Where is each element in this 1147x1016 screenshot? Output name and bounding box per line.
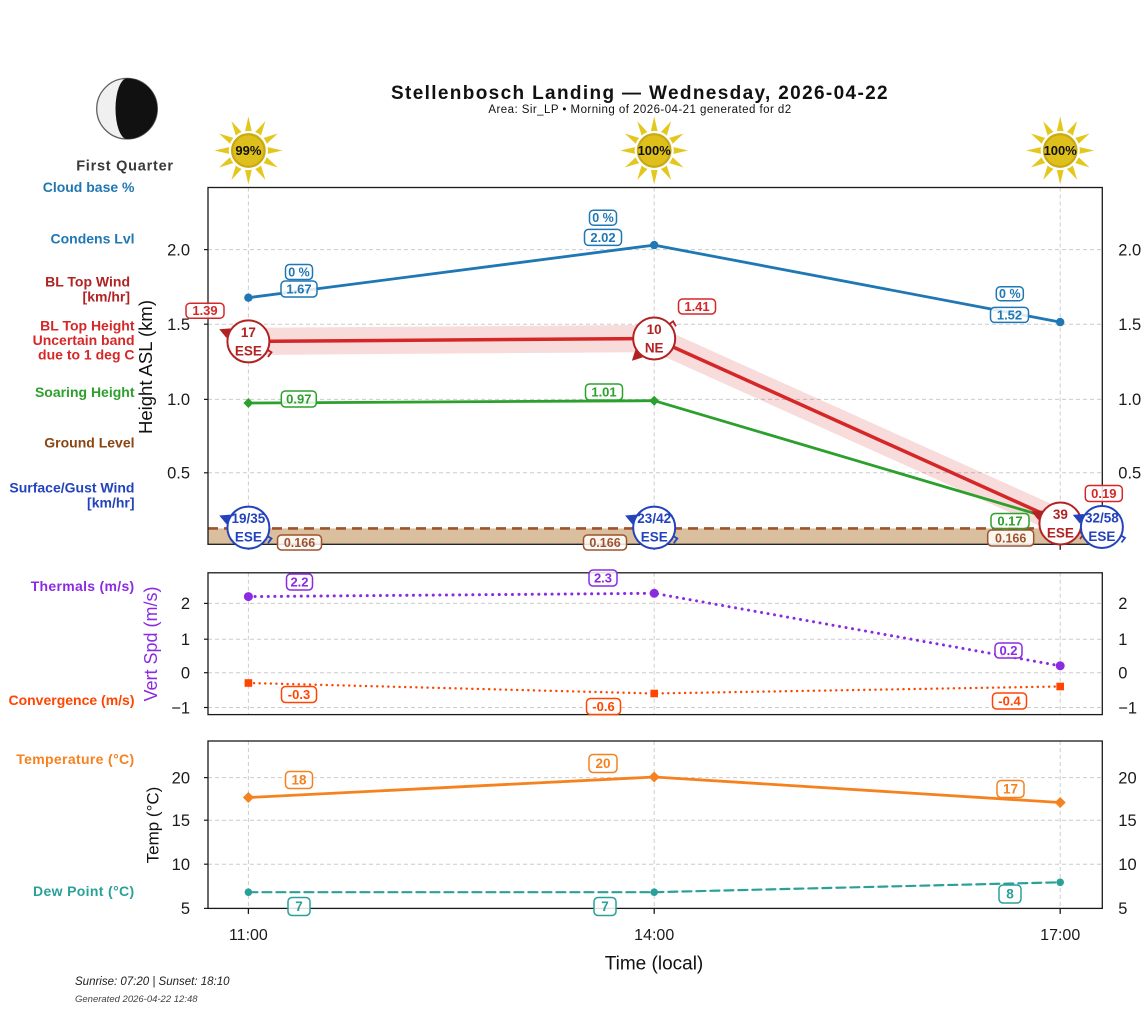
svg-text:20: 20 (172, 769, 190, 787)
svg-text:Ground Level: Ground Level (44, 435, 134, 451)
svg-text:14:00: 14:00 (634, 927, 674, 944)
svg-text:17: 17 (1003, 782, 1018, 797)
svg-text:10: 10 (172, 856, 190, 874)
svg-text:BL Top Wind: BL Top Wind (45, 274, 130, 290)
svg-text:8: 8 (1006, 887, 1014, 902)
svg-text:39: 39 (1053, 507, 1068, 522)
svg-text:7: 7 (295, 899, 303, 914)
svg-text:Condens Lvl: Condens Lvl (50, 231, 134, 247)
svg-text:Height ASL (km): Height ASL (km) (135, 300, 156, 434)
svg-text:ESE: ESE (235, 343, 262, 358)
svg-text:Vert Spd (m/s): Vert Spd (m/s) (141, 586, 161, 701)
svg-text:0 %: 0 % (592, 211, 614, 225)
svg-text:BL Top Height: BL Top Height (40, 318, 135, 334)
svg-text:Thermals (m/s): Thermals (m/s) (31, 578, 135, 594)
svg-text:15: 15 (172, 812, 190, 830)
svg-text:1.39: 1.39 (192, 303, 217, 318)
svg-text:5: 5 (1118, 900, 1127, 918)
svg-text:ESE: ESE (235, 530, 262, 545)
svg-text:Uncertain band: Uncertain band (33, 332, 135, 348)
svg-text:32/58: 32/58 (1085, 511, 1119, 526)
svg-text:99%: 99% (235, 143, 261, 158)
svg-text:Time (local): Time (local) (605, 954, 704, 975)
svg-text:1.52: 1.52 (997, 307, 1022, 322)
svg-text:Surface/Gust Wind: Surface/Gust Wind (9, 480, 134, 496)
svg-text:ESE: ESE (1088, 529, 1115, 544)
svg-text:15: 15 (1118, 812, 1136, 830)
svg-text:ESE: ESE (1047, 526, 1074, 541)
svg-text:20: 20 (595, 756, 610, 771)
svg-text:ESE: ESE (641, 530, 668, 545)
svg-text:2.02: 2.02 (590, 230, 615, 245)
svg-text:5: 5 (181, 900, 190, 918)
svg-text:due to 1 deg C: due to 1 deg C (38, 347, 134, 363)
svg-text:0.166: 0.166 (284, 536, 315, 550)
svg-text:2.3: 2.3 (594, 571, 612, 586)
svg-text:NE: NE (645, 341, 664, 356)
svg-text:17:00: 17:00 (1040, 927, 1080, 944)
svg-text:10: 10 (1118, 856, 1136, 874)
svg-text:Temp (°C): Temp (°C) (144, 787, 163, 864)
svg-text:7: 7 (601, 899, 609, 914)
svg-text:−1: −1 (171, 699, 190, 717)
svg-text:0.2: 0.2 (999, 643, 1017, 658)
svg-text:1.0: 1.0 (1118, 391, 1141, 409)
svg-text:1.5: 1.5 (1118, 316, 1141, 334)
svg-text:0 %: 0 % (999, 287, 1021, 301)
svg-text:100%: 100% (1044, 143, 1078, 158)
svg-text:Sunrise: 07:20 | Sunset: 18:10: Sunrise: 07:20 | Sunset: 18:10 (75, 976, 230, 988)
svg-text:0.17: 0.17 (997, 514, 1022, 529)
svg-text:2.2: 2.2 (290, 575, 308, 590)
svg-text:2: 2 (1118, 595, 1127, 613)
svg-text:-0.4: -0.4 (998, 694, 1021, 709)
svg-text:0.97: 0.97 (286, 392, 311, 407)
svg-text:0.19: 0.19 (1091, 486, 1116, 501)
svg-text:1.67: 1.67 (286, 282, 311, 297)
svg-text:0.5: 0.5 (1118, 465, 1141, 483)
svg-text:2: 2 (181, 595, 190, 613)
svg-text:0 %: 0 % (288, 265, 310, 279)
svg-text:-0.6: -0.6 (592, 699, 614, 714)
svg-text:19/35: 19/35 (232, 511, 266, 526)
svg-text:1.01: 1.01 (591, 385, 616, 400)
svg-text:1: 1 (181, 631, 190, 649)
svg-text:20: 20 (1118, 769, 1136, 787)
svg-text:Dew Point (°C): Dew Point (°C) (33, 883, 135, 899)
svg-text:Area: Sir_LP • Morning of 2026: Area: Sir_LP • Morning of 2026-04-21 gen… (488, 104, 791, 116)
svg-text:1: 1 (1118, 631, 1127, 649)
svg-text:-0.3: -0.3 (288, 687, 310, 702)
svg-text:18: 18 (291, 773, 307, 788)
svg-text:First Quarter: First Quarter (76, 159, 174, 175)
svg-text:0: 0 (1118, 665, 1127, 683)
svg-text:23/42: 23/42 (637, 511, 671, 526)
svg-text:Stellenbosch Landing — Wednesd: Stellenbosch Landing — Wednesday, 2026-0… (391, 83, 889, 104)
svg-text:Soaring Height: Soaring Height (35, 384, 135, 400)
svg-text:Generated 2026-04-22 12:48: Generated 2026-04-22 12:48 (75, 994, 198, 1005)
svg-text:[km/hr]: [km/hr] (83, 289, 130, 305)
svg-text:−1: −1 (1118, 699, 1137, 717)
svg-text:Cloud base %: Cloud base % (43, 179, 135, 195)
svg-text:[km/hr]: [km/hr] (87, 495, 134, 511)
svg-text:1.41: 1.41 (684, 299, 709, 314)
svg-text:0.166: 0.166 (995, 531, 1026, 545)
svg-text:100%: 100% (638, 143, 672, 158)
svg-text:Convergence (m/s): Convergence (m/s) (8, 692, 134, 708)
svg-text:10: 10 (647, 322, 662, 337)
svg-text:0: 0 (181, 665, 190, 683)
svg-text:0.5: 0.5 (167, 465, 190, 483)
svg-text:2.0: 2.0 (1118, 241, 1141, 259)
svg-text:Temperature (°C): Temperature (°C) (16, 751, 134, 767)
svg-text:0.166: 0.166 (589, 536, 620, 550)
svg-text:17: 17 (241, 325, 256, 340)
svg-text:11:00: 11:00 (229, 927, 268, 944)
svg-text:2.0: 2.0 (167, 241, 190, 259)
svg-text:1.5: 1.5 (167, 316, 190, 334)
svg-text:1.0: 1.0 (167, 391, 190, 409)
